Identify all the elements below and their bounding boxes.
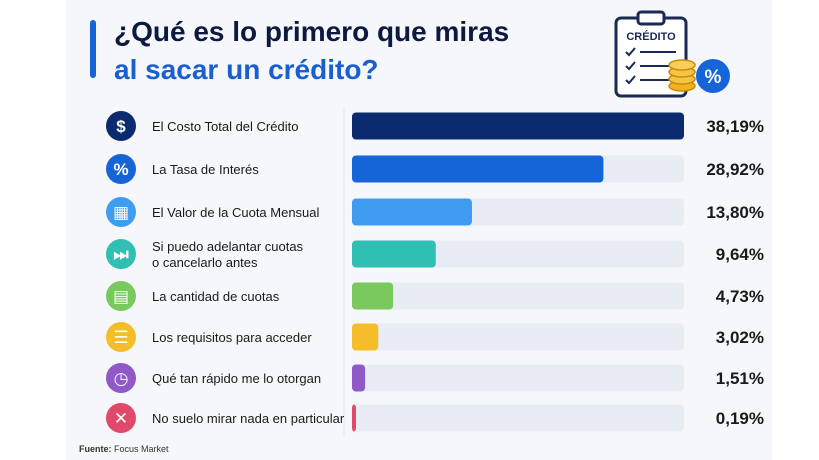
value-label: 38,19%	[706, 117, 764, 136]
calendar-icon: ▤	[113, 287, 129, 306]
fast-forward-icon-circle	[106, 239, 136, 269]
category-label: La cantidad de cuotas	[152, 289, 280, 304]
source-label: Fuente:	[79, 444, 112, 454]
title-accent-bar	[90, 20, 96, 78]
credit-clipboard-icon: CRÉDITO %	[614, 10, 730, 98]
percent-icon: %	[113, 160, 128, 179]
category-label: No suelo mirar nada en particular	[152, 411, 345, 426]
dollar-icon: $	[116, 117, 126, 136]
category-label: Los requisitos para acceder	[152, 330, 312, 345]
fast-forward-icon: ⏭	[113, 245, 129, 264]
value-label: 13,80%	[706, 203, 764, 222]
category-label: Qué tan rápido me lo otorgan	[152, 371, 321, 386]
clock-icon: ◷	[114, 369, 129, 388]
category-label: La Tasa de Interés	[152, 162, 259, 177]
bar-track	[352, 364, 684, 392]
value-label: 1,51%	[716, 369, 764, 388]
clipboard-icon-circle	[106, 322, 136, 352]
clipart-percent-badge: %	[705, 67, 722, 88]
category-label: El Valor de la Cuota Mensual	[152, 205, 320, 220]
value-label: 4,73%	[716, 287, 764, 306]
bar	[352, 282, 394, 310]
clock-icon-circle	[106, 363, 136, 393]
bar	[352, 364, 366, 392]
clipart-label: CRÉDITO	[626, 30, 676, 43]
source-note: Fuente: Focus Market	[79, 444, 169, 454]
calculator-icon-circle	[106, 197, 136, 227]
calendar-icon-circle	[106, 281, 136, 311]
x-icon-circle	[106, 403, 136, 433]
category-label: Si puedo adelantar cuotas	[152, 239, 304, 254]
clipboard-icon: ☰	[113, 328, 128, 347]
category-label: o cancelarlo antes	[152, 255, 258, 270]
bar	[352, 404, 356, 432]
dollar-icon-circle	[106, 111, 136, 141]
bar	[352, 240, 436, 268]
chart-title-line-1: ¿Qué es lo primero que miras	[114, 16, 510, 47]
bar-track	[352, 323, 684, 351]
bar-track	[352, 404, 684, 432]
bar	[352, 112, 684, 140]
bar-track	[352, 282, 684, 310]
calculator-icon: ▦	[113, 203, 129, 222]
value-label: 28,92%	[706, 160, 764, 179]
percent-icon-circle	[106, 154, 136, 184]
bar	[352, 155, 604, 183]
x-icon: ✕	[114, 409, 128, 428]
value-label: 9,64%	[716, 245, 764, 264]
source-value: Focus Market	[114, 444, 169, 454]
bar	[352, 323, 379, 351]
value-label: 3,02%	[716, 328, 764, 347]
category-label: El Costo Total del Crédito	[152, 119, 298, 134]
value-label: 0,19%	[716, 409, 764, 428]
chart-title-line-2: al sacar un crédito?	[114, 54, 379, 85]
bar	[352, 198, 472, 226]
